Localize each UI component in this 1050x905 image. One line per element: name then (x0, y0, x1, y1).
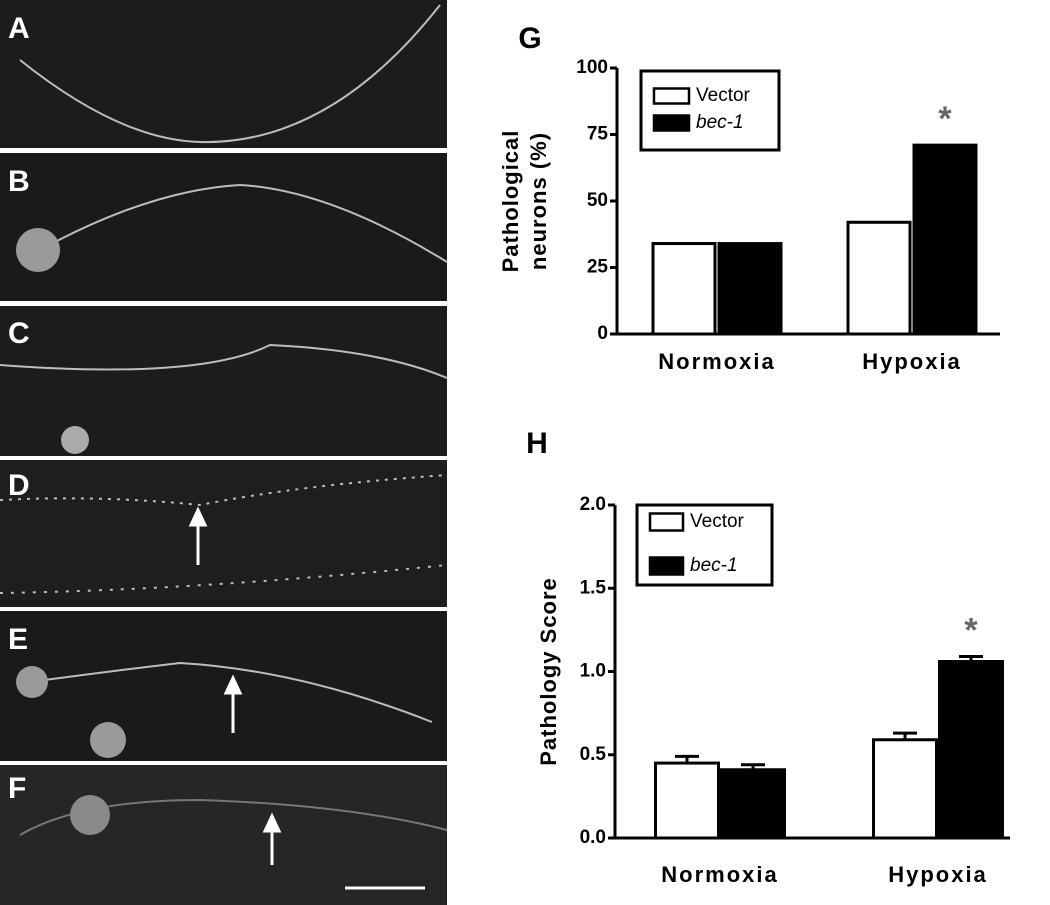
panel-label: G (518, 22, 541, 55)
panel-label: F (8, 772, 26, 805)
bar (654, 761, 720, 840)
x-tick-label: Hypoxia (862, 349, 962, 374)
panel-label: H (526, 427, 548, 460)
legend-swatch (652, 87, 691, 105)
y-tick-label: 25 (587, 257, 609, 278)
y-tick-label: 2.0 (580, 494, 606, 515)
panel-label: C (8, 317, 30, 350)
x-tick-label: Normoxia (658, 349, 775, 374)
bar (938, 660, 1004, 840)
panel-label: E (8, 623, 28, 656)
y-tick-label: 1.0 (580, 661, 606, 682)
bar (720, 768, 786, 840)
bar (872, 738, 938, 840)
y-axis-label: Pathological (498, 130, 523, 273)
y-axis-label: neurons (%) (526, 132, 551, 270)
y-tick-label: 0.0 (580, 827, 606, 848)
y-tick-label: 0 (597, 323, 608, 344)
y-tick-label: 50 (587, 190, 608, 211)
y-tick-label: 75 (587, 124, 609, 145)
legend-box (639, 69, 781, 152)
annotation: * (964, 611, 978, 649)
y-tick-label: 0.5 (580, 744, 607, 765)
bar (651, 242, 717, 336)
y-axis-label: Pathology Score (536, 577, 561, 766)
panel-label: D (8, 469, 30, 502)
legend-label: Vector (690, 511, 745, 532)
annotation: * (938, 100, 952, 138)
bar (717, 242, 783, 336)
panel-label: B (8, 165, 30, 198)
legend-label: Vector (696, 85, 751, 106)
bar (912, 143, 978, 336)
panel-label: A (8, 12, 30, 45)
legend-swatch (652, 114, 691, 132)
legend-swatch (648, 512, 685, 532)
y-tick-label: 1.5 (580, 577, 607, 598)
x-tick-label: Hypoxia (888, 862, 988, 887)
micrographs (0, 0, 448, 905)
x-tick-label: Normoxia (661, 862, 778, 887)
legend-label: bec-1 (690, 555, 738, 576)
y-tick-label: 100 (576, 57, 608, 78)
bar (846, 220, 912, 336)
legend-swatch (648, 556, 685, 576)
legend-label: bec-1 (696, 112, 744, 133)
